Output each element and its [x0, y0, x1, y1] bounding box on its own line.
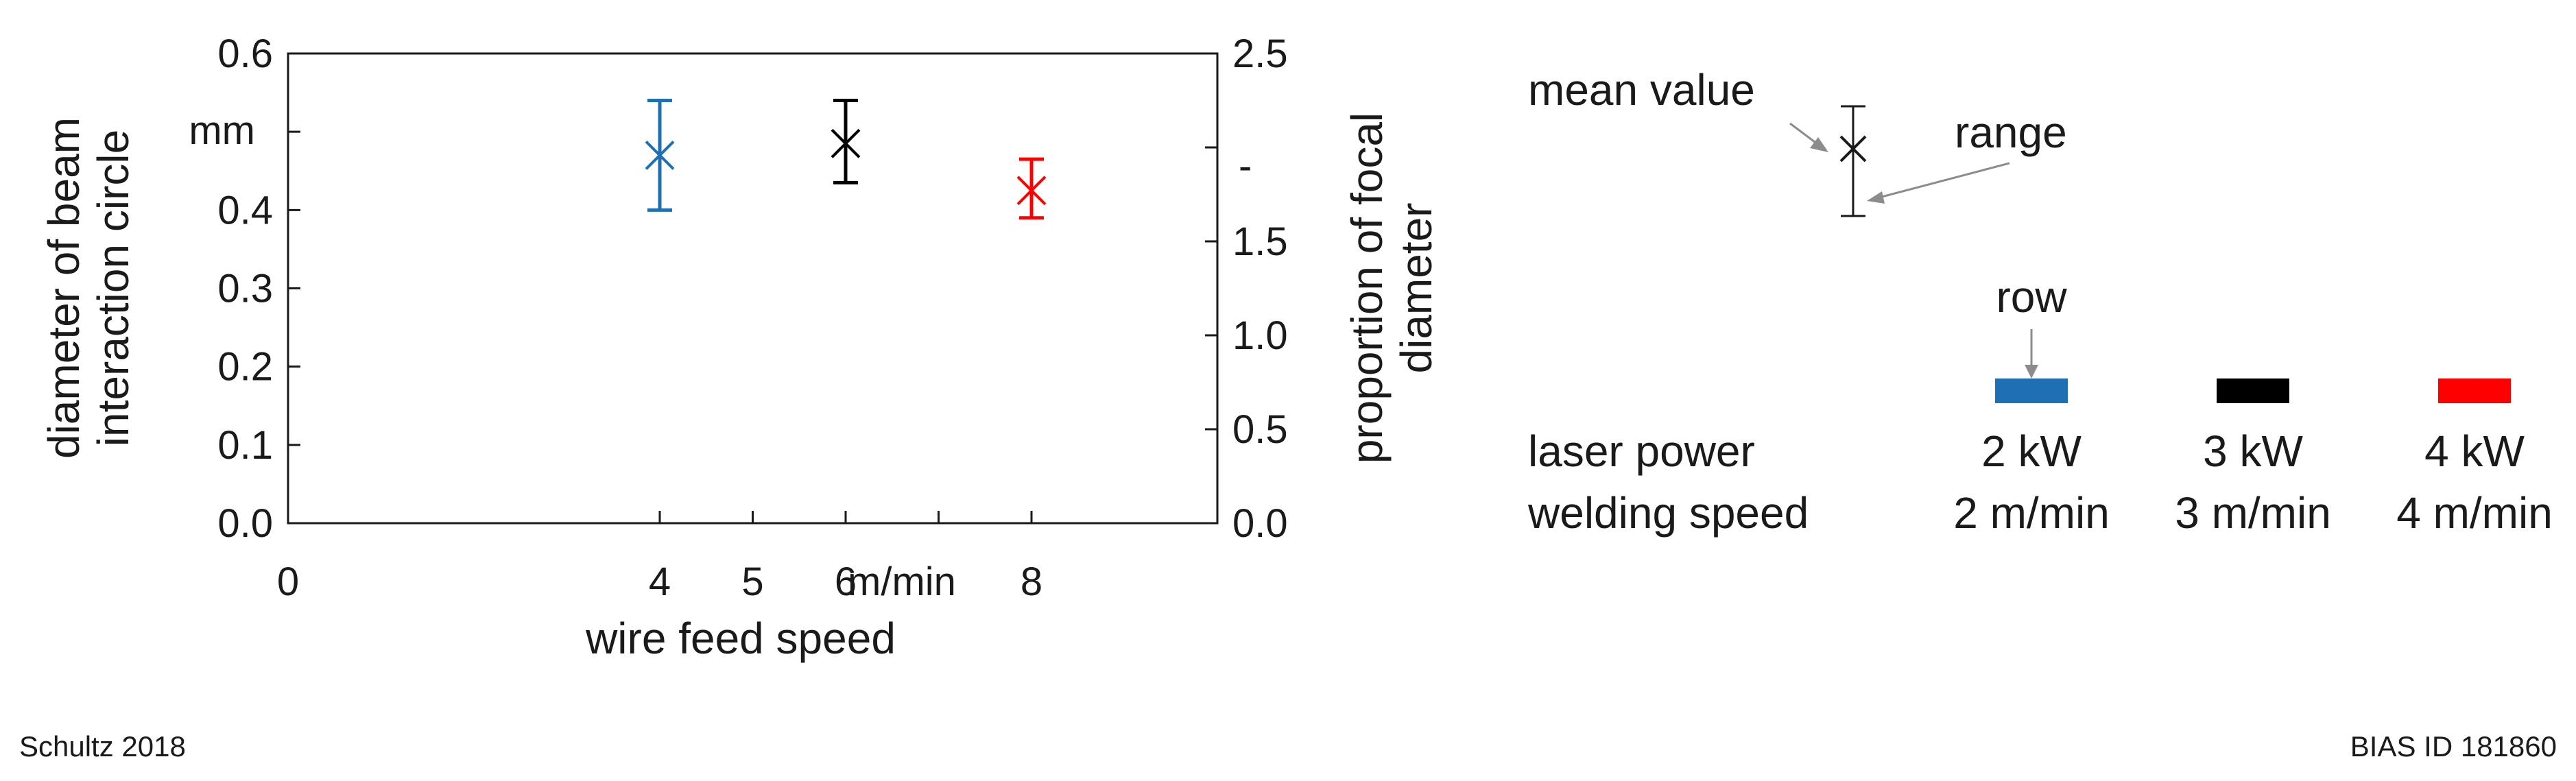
y-unit-label: mm	[189, 108, 255, 153]
legend-power: 3 kW	[2203, 426, 2303, 476]
legend-swatch	[2217, 379, 2289, 403]
y-tick-label: 0.3	[217, 267, 273, 311]
y-axis-title-line1: diameter of beam	[39, 117, 88, 459]
y-tick-label: 0.2	[217, 345, 273, 389]
range-arrow-line	[1879, 162, 2010, 199]
y-axis: 0.0 0.1 0.2 0.3 0.4 0.6	[217, 32, 300, 546]
welding-speed-label: welding speed	[1527, 488, 1809, 538]
legend-power: 4 kW	[2424, 426, 2525, 476]
legend-swatch	[1995, 379, 2068, 403]
footer-credit: Schultz 2018	[19, 730, 186, 762]
y2-tick-label: 1.5	[1232, 219, 1288, 264]
x-axis: 0 4 5 6 8	[277, 511, 1042, 604]
y2-tick-label: 1.0	[1232, 313, 1288, 358]
x-tick-label: 0	[277, 560, 299, 604]
laser-power-label: laser power	[1528, 426, 1755, 476]
y-tick-label: 0.4	[217, 188, 273, 232]
legend-speed: 4 m/min	[2396, 488, 2553, 538]
mean-arrow-head	[1810, 137, 1828, 152]
row-arrow-head	[2025, 365, 2038, 379]
range-arrow-head	[1867, 191, 1885, 204]
footer-id: BIAS ID 181860	[2350, 730, 2557, 762]
row-label: row	[1996, 272, 2067, 322]
y-tick-label: 0.1	[217, 423, 273, 468]
legend-speed: 3 m/min	[2175, 488, 2331, 538]
sample-mean-cross-b	[1839, 135, 1867, 163]
legend: 2 kW 2 m/min 3 kW 3 m/min 4 kW 4 m/min	[1953, 379, 2553, 538]
mean-arrow-line	[1789, 122, 1818, 145]
y2-axis: 0.0 0.5 1.0 1.5 2.5	[1205, 32, 1288, 546]
y2-tick-label: 0.0	[1232, 501, 1288, 546]
x-tick-label: 8	[1021, 560, 1042, 604]
legend-power: 2 kW	[1981, 426, 2082, 476]
mean-marker	[645, 141, 675, 170]
range-label: range	[1955, 108, 2067, 157]
y-axis-title-line2: interaction circle	[88, 130, 138, 446]
y2-tick-label: 0.5	[1232, 407, 1288, 452]
data-series	[645, 99, 1047, 220]
x-tick-label: 4	[649, 560, 671, 604]
legend-speed: 2 m/min	[1953, 488, 2110, 538]
mean-marker	[831, 128, 861, 158]
y2-tick-label: 2.5	[1232, 32, 1288, 76]
x-axis-title: wire feed speed	[585, 614, 896, 663]
mean-marker	[1016, 176, 1047, 206]
mean-value-label: mean value	[1528, 65, 1755, 115]
x-tick-label: 6	[835, 560, 857, 604]
legend-explainer: mean value range row	[1528, 65, 2067, 379]
legend-swatch	[2438, 379, 2511, 403]
y-tick-label: 0.0	[217, 501, 273, 546]
x-tick-label: 5	[741, 560, 763, 604]
y-tick-label: 0.6	[217, 32, 273, 76]
y2-axis-title-line1: proportion of focal	[1342, 112, 1392, 464]
y2-axis-title-line2: diameter	[1392, 203, 1441, 374]
y2-unit-label: -	[1239, 144, 1252, 189]
plot-frame	[287, 52, 1219, 525]
x-unit-label: m/min	[848, 560, 956, 604]
